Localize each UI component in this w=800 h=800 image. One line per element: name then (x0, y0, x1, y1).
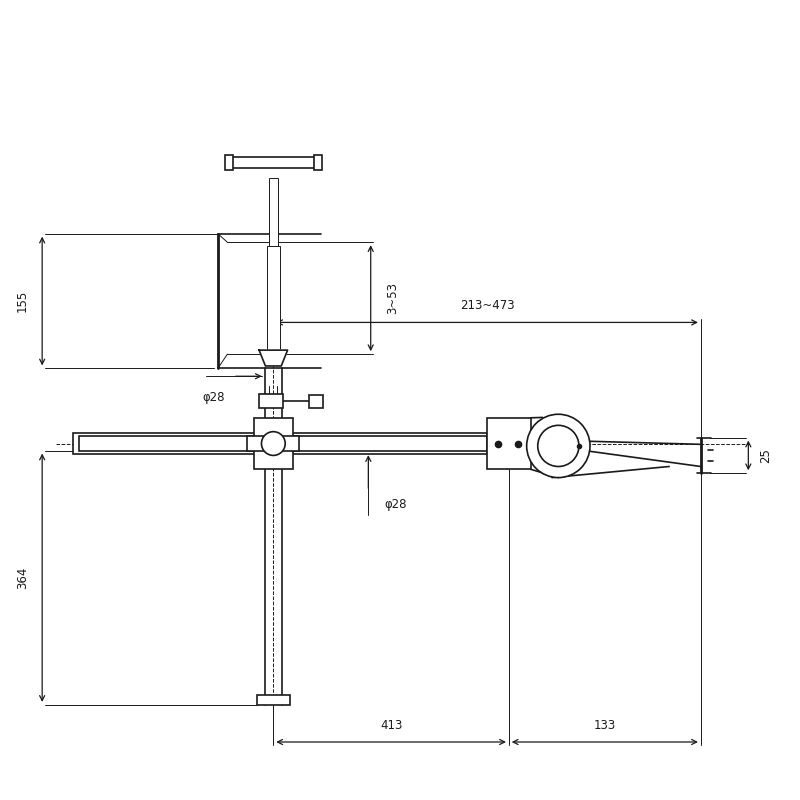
Text: 3~53: 3~53 (386, 282, 399, 314)
Text: 25: 25 (759, 448, 772, 463)
Bar (79, 437, 487, 450)
Bar (314, 155, 322, 170)
Text: φ28: φ28 (384, 498, 406, 511)
Bar (269, 178, 278, 246)
Bar (259, 394, 283, 408)
Bar (267, 246, 280, 350)
Text: 364: 364 (16, 566, 29, 589)
Circle shape (526, 414, 590, 478)
Bar (254, 418, 293, 470)
Polygon shape (259, 350, 287, 366)
Circle shape (262, 432, 286, 455)
Text: φ28: φ28 (202, 390, 225, 403)
Bar (487, 418, 530, 470)
Text: 213~473: 213~473 (460, 299, 514, 312)
Text: 155: 155 (16, 290, 29, 312)
Bar (257, 694, 290, 705)
Bar (73, 434, 487, 454)
Text: 413: 413 (380, 718, 402, 732)
Bar (247, 436, 299, 451)
Bar (309, 395, 323, 407)
Circle shape (538, 426, 579, 466)
Bar (230, 157, 317, 168)
Text: 133: 133 (594, 718, 616, 732)
Bar (225, 155, 233, 170)
